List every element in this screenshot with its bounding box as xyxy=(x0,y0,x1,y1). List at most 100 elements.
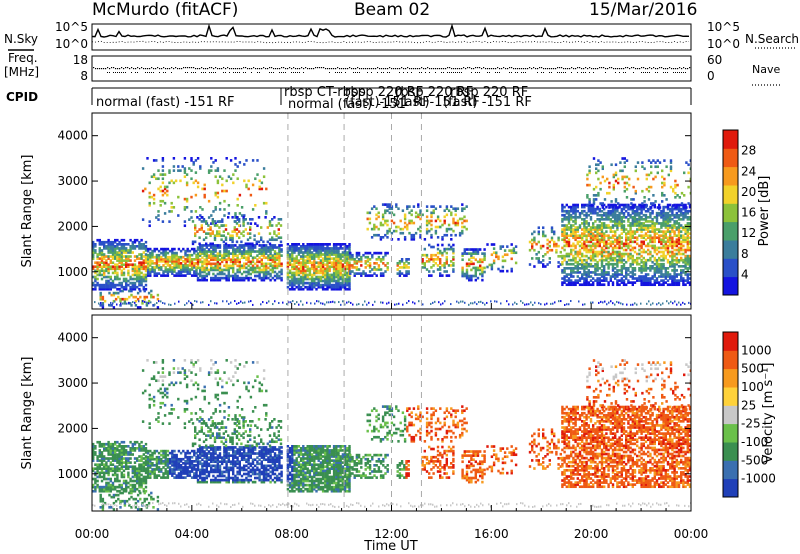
power-cell xyxy=(660,283,663,287)
freq-dot xyxy=(205,68,207,70)
power-cell xyxy=(684,265,687,268)
power-cell xyxy=(232,262,235,266)
power-cell xyxy=(660,269,663,272)
power-cell xyxy=(472,266,475,270)
power-cell xyxy=(138,243,141,246)
freq-dot xyxy=(147,68,149,70)
power-cell xyxy=(243,262,246,266)
power-cell xyxy=(583,244,586,248)
power-cell xyxy=(326,281,329,285)
power-cell xyxy=(680,230,683,233)
power-cell xyxy=(291,267,294,271)
power-cell xyxy=(175,255,178,259)
freq-dot xyxy=(521,68,523,70)
power-cell xyxy=(688,226,691,229)
power-cell xyxy=(592,283,595,287)
power-cell xyxy=(188,255,192,259)
power-cell xyxy=(111,279,115,283)
power-cell xyxy=(616,240,619,244)
power-cell xyxy=(225,248,228,251)
power-cell xyxy=(310,251,314,254)
power-cell xyxy=(576,281,579,284)
power-cell xyxy=(647,209,650,213)
power-cell xyxy=(166,251,170,255)
power-cell xyxy=(157,177,160,181)
power-cell xyxy=(470,262,473,266)
power-cell xyxy=(232,258,235,262)
power-cell xyxy=(674,196,677,199)
power-cell xyxy=(98,243,101,246)
power-cell xyxy=(254,204,257,207)
power-cell xyxy=(267,250,270,253)
power-cell xyxy=(627,220,630,223)
power-cell xyxy=(153,255,156,259)
power-cell xyxy=(234,274,237,278)
power-cell xyxy=(656,159,659,162)
power-cell xyxy=(585,230,588,233)
power-cell xyxy=(128,289,131,293)
power-cell xyxy=(594,234,597,238)
power-cell xyxy=(396,264,399,267)
power-cell xyxy=(92,247,95,250)
power-cell xyxy=(650,165,653,169)
power-cell xyxy=(452,249,455,253)
power-cell xyxy=(671,207,674,211)
power-cell xyxy=(343,285,347,289)
power-cell xyxy=(193,264,196,267)
power-cell xyxy=(660,242,663,246)
power-cell xyxy=(686,273,689,276)
power-cell xyxy=(546,250,549,254)
power-cell xyxy=(633,222,637,225)
power-cell xyxy=(642,207,645,211)
power-cell xyxy=(680,226,683,229)
power-cell xyxy=(118,287,121,291)
power-cell xyxy=(109,285,112,289)
power-cell xyxy=(308,287,312,291)
power-cell xyxy=(105,279,108,283)
power-cell xyxy=(622,203,626,207)
power-cell xyxy=(603,271,606,274)
power-cell xyxy=(166,260,170,263)
freq-dot xyxy=(639,68,641,70)
power-cell xyxy=(614,273,617,276)
power-cell xyxy=(297,263,301,267)
power-cell xyxy=(177,169,180,172)
power-cell xyxy=(293,251,296,254)
power-cell xyxy=(671,224,674,227)
freq-dot xyxy=(681,68,683,70)
power-cell xyxy=(553,242,556,246)
power-cell xyxy=(610,163,613,167)
power-cell xyxy=(561,238,564,242)
power-cell xyxy=(114,251,117,254)
power-cell xyxy=(238,262,241,266)
power-cell xyxy=(386,219,389,223)
nave-dot xyxy=(495,72,496,73)
nave-dot xyxy=(125,72,126,73)
power-cell xyxy=(299,255,303,258)
power-cell xyxy=(561,209,564,213)
power-cell xyxy=(346,277,349,281)
power-cell xyxy=(111,261,115,265)
power-cell xyxy=(660,271,663,274)
power-cell xyxy=(625,196,629,199)
power-cell xyxy=(164,262,167,265)
power-cell xyxy=(587,240,590,244)
freq-dot xyxy=(247,68,249,70)
power-cell xyxy=(506,245,509,248)
power-cell xyxy=(317,255,320,258)
power-cell xyxy=(658,161,662,164)
power-cell xyxy=(430,266,433,269)
power-cell xyxy=(295,273,298,277)
power-cell xyxy=(362,253,365,257)
power-cell xyxy=(315,251,318,254)
power-cell xyxy=(343,247,347,250)
power-cell xyxy=(587,205,590,209)
power-cell xyxy=(235,222,239,225)
power-cell xyxy=(100,249,104,252)
power-cell xyxy=(260,236,263,240)
power-cell xyxy=(572,271,575,274)
freq-dot xyxy=(513,68,515,70)
power-cell xyxy=(456,219,460,223)
power-cell xyxy=(565,254,568,258)
power-cell xyxy=(439,262,442,265)
